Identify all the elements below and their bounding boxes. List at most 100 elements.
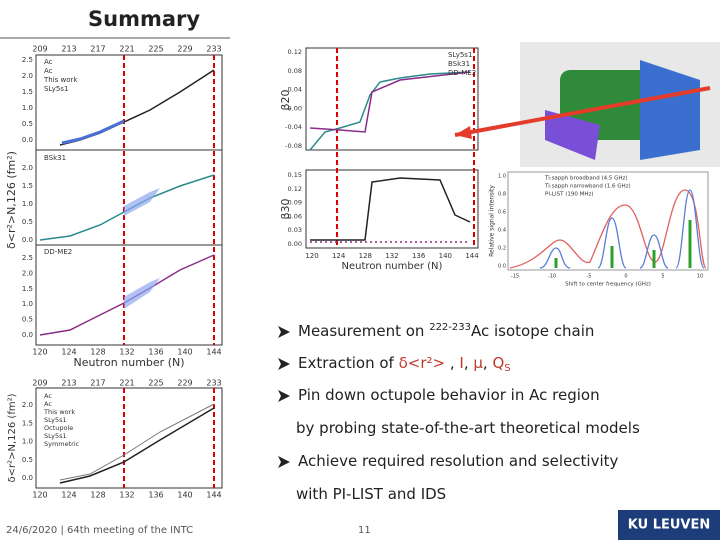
top-tick-label: 217 <box>90 379 105 388</box>
legend-entry: Ac <box>44 400 52 408</box>
legend-entry: SLy5s1 <box>448 51 472 59</box>
curve <box>59 403 215 481</box>
legend-entry: Octupole <box>44 424 73 432</box>
x-tick-label: 5 <box>661 274 664 280</box>
x-tick-label: -10 <box>548 274 556 280</box>
y-tick-label: 1.5 <box>22 88 33 96</box>
top-tick-label: 229 <box>177 379 192 388</box>
y-tick-label: 0.6 <box>498 210 506 216</box>
y-tick-label: 0.15 <box>288 171 302 179</box>
y-tick-label: 0.0 <box>22 236 33 244</box>
legend-entry: DD-ME2 <box>44 248 72 256</box>
y-tick-label: 0.0 <box>22 474 33 482</box>
y-tick-label: 2.5 <box>22 254 33 262</box>
curve <box>310 177 471 241</box>
axis-title: δ<r²>N,126 (fm²) <box>5 151 18 249</box>
x-tick-label: 136 <box>148 491 163 500</box>
x-tick-label: 128 <box>90 491 105 500</box>
top-tick-label: 217 <box>90 45 105 54</box>
y-tick-label: 2.5 <box>22 56 33 64</box>
legend-entry: Ti:sapph narrowband (1.6 GHz) <box>544 184 631 190</box>
y-tick-label: 1.5 <box>22 285 33 293</box>
legend-entry: Symmetric <box>44 440 80 448</box>
spectrum <box>539 189 705 269</box>
legend-entry: SLy5s1 <box>44 85 68 93</box>
y-tick-label: 1.0 <box>22 200 33 208</box>
laser-beam <box>454 86 711 137</box>
y-tick-label: 0.0 <box>22 331 33 339</box>
axis-title: Neutron number (N) <box>342 261 443 272</box>
legend-entry: DD-ME2 <box>448 69 476 77</box>
curve <box>309 71 471 151</box>
top-tick-label: 209 <box>32 45 47 54</box>
y-tick-label: 0.00 <box>288 104 302 112</box>
y-tick-label: 0.8 <box>498 192 506 198</box>
axis-title: δ<r²>N,126 (fm²) <box>7 393 18 482</box>
x-tick-label: 128 <box>90 348 105 357</box>
curve <box>61 119 125 145</box>
bullet: Achieve required resolution and selectiv… <box>298 452 619 470</box>
y-tick-label: -0.04 <box>285 123 302 131</box>
x-tick-label: 124 <box>61 348 76 357</box>
text: , <box>445 354 460 372</box>
axis-title: Shift to center frequency (GHz) <box>565 282 651 288</box>
laser-arrowhead <box>455 126 472 139</box>
bullet: Measurement on 222-233Ac isotope chain <box>298 322 594 340</box>
x-tick-label: 0 <box>624 274 627 280</box>
x-tick-label: 144 <box>206 348 221 357</box>
bullet: Extraction of δ<r²> , I, μ, QS <box>298 354 511 374</box>
y-tick-label: 1.0 <box>498 174 506 180</box>
text: Extraction of <box>298 354 399 372</box>
y-tick-label: 0.0 <box>498 264 506 270</box>
footer-text: 24/6/2020 | 64th meeting of the INTC <box>6 525 193 536</box>
x-tick-label: 132 <box>119 491 134 500</box>
x-tick-label: -15 <box>511 274 519 280</box>
y-tick-label: 1.0 <box>22 438 33 446</box>
page-number: 11 <box>358 525 371 536</box>
spectrum <box>509 189 707 269</box>
title: Summary <box>88 7 200 31</box>
curve <box>59 407 215 484</box>
top-tick-label: 209 <box>32 379 47 388</box>
legend-entry: This work <box>43 408 75 416</box>
plot-frame <box>305 169 479 249</box>
bullet: Pin down octupole behavior in Ac region <box>298 386 600 404</box>
legend-entry: BSk31 <box>448 60 470 68</box>
bullet-continuation: with PI-LIST and IDS <box>296 485 447 503</box>
x-tick-label: 140 <box>439 252 452 260</box>
logo: KU LEUVEN <box>628 518 710 533</box>
band <box>124 188 160 216</box>
top-tick-label: 229 <box>177 45 192 54</box>
bullet-continuation: by probing state-of-the-art theoretical … <box>296 419 640 437</box>
top-tick-label: 233 <box>206 45 221 54</box>
x-tick-label: 124 <box>61 491 76 500</box>
detector-part <box>545 110 600 160</box>
y-tick-label: 2.0 <box>22 269 33 277</box>
top-tick-label: 233 <box>206 379 221 388</box>
logo-box <box>618 510 720 540</box>
text: , <box>482 354 493 372</box>
text: Ac isotope chain <box>471 322 595 340</box>
x-tick-label: 140 <box>177 491 192 500</box>
y-tick-label: 0.06 <box>288 212 302 220</box>
top-tick-label: 221 <box>119 379 134 388</box>
x-tick-label: 144 <box>465 252 479 260</box>
x-tick-label: 124 <box>332 252 346 260</box>
x-tick-label: 120 <box>32 348 47 357</box>
legend-entry: Ac <box>44 67 53 75</box>
axis-title: β20 <box>279 89 292 110</box>
y-tick-label: 0.5 <box>22 316 33 324</box>
text: Measurement on <box>298 322 430 340</box>
x-tick-label: 132 <box>119 348 134 357</box>
superscript: 222-233 <box>429 322 471 333</box>
text: , <box>463 354 474 372</box>
legend-entry: Ti:sapph broadband (4.5 GHz) <box>544 176 628 182</box>
y-tick-label: 0.08 <box>288 67 302 75</box>
curve <box>59 69 215 146</box>
bullet-markers <box>278 326 290 468</box>
y-tick-label: 0.03 <box>288 226 302 234</box>
subscript: S <box>504 363 511 374</box>
y-tick-label: 0.5 <box>22 456 33 464</box>
axis-title: Neutron number (N) <box>74 356 185 369</box>
